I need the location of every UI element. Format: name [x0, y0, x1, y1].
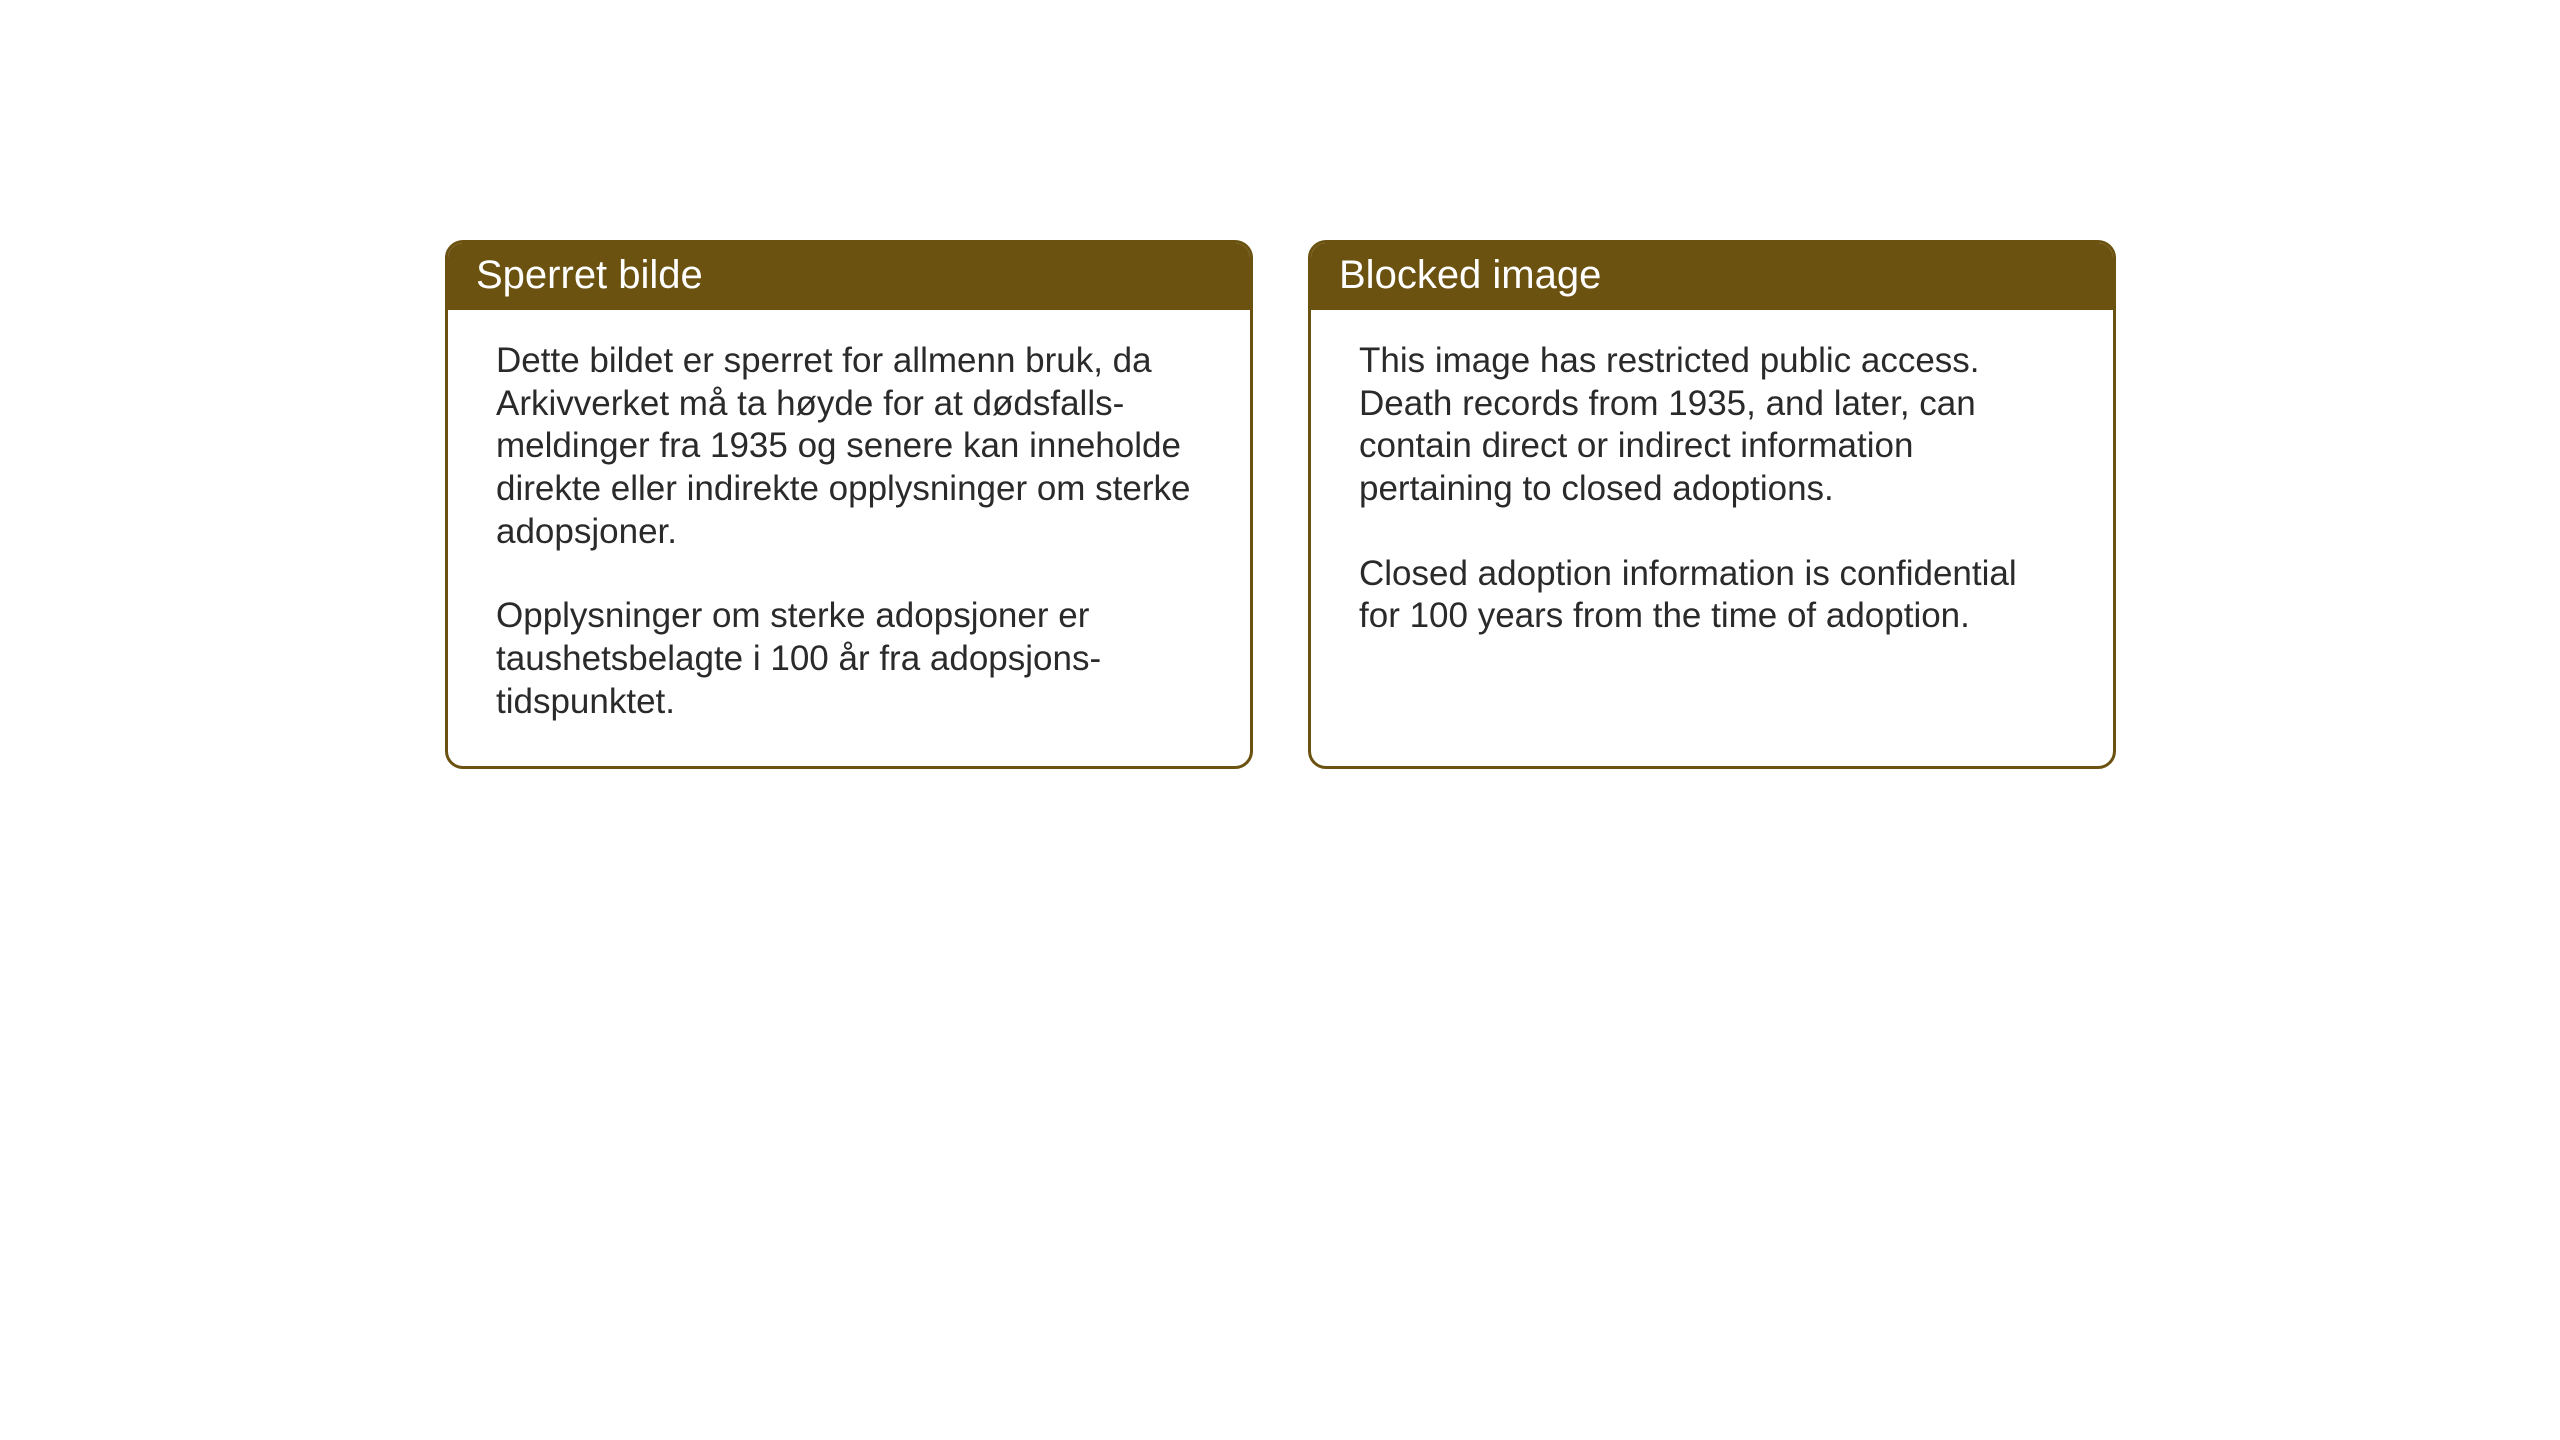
english-card-title: Blocked image	[1339, 253, 1601, 297]
norwegian-paragraph-2: Opplysninger om sterke adopsjoner er tau…	[496, 595, 1202, 723]
notice-container: Sperret bilde Dette bildet er sperret fo…	[445, 240, 2116, 769]
english-paragraph-2: Closed adoption information is confident…	[1359, 553, 2065, 638]
norwegian-card-title: Sperret bilde	[476, 253, 703, 297]
english-card-header: Blocked image	[1311, 243, 2113, 310]
norwegian-card-header: Sperret bilde	[448, 243, 1250, 310]
english-card-body: This image has restricted public access.…	[1311, 310, 2113, 680]
english-paragraph-1: This image has restricted public access.…	[1359, 340, 2065, 511]
norwegian-card: Sperret bilde Dette bildet er sperret fo…	[445, 240, 1253, 769]
norwegian-card-body: Dette bildet er sperret for allmenn bruk…	[448, 310, 1250, 766]
english-card: Blocked image This image has restricted …	[1308, 240, 2116, 769]
norwegian-paragraph-1: Dette bildet er sperret for allmenn bruk…	[496, 340, 1202, 553]
